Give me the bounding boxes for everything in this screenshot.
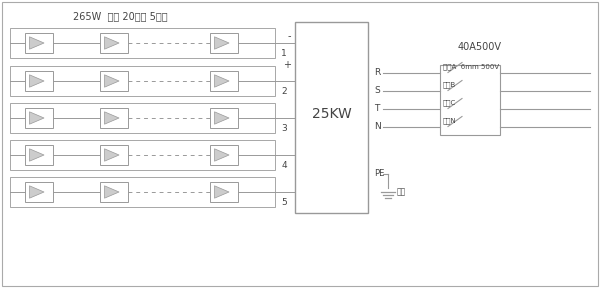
Polygon shape — [104, 112, 119, 124]
Text: 5: 5 — [281, 198, 287, 207]
Bar — [25, 145, 53, 165]
Text: PE: PE — [374, 170, 385, 179]
Text: 相线B: 相线B — [443, 82, 456, 88]
Bar — [25, 182, 53, 202]
Polygon shape — [104, 149, 119, 161]
Bar — [210, 71, 238, 91]
Polygon shape — [214, 37, 229, 49]
Text: N: N — [374, 122, 381, 131]
Text: 1: 1 — [281, 49, 287, 58]
Polygon shape — [29, 112, 44, 124]
Bar — [10, 140, 275, 170]
Polygon shape — [214, 149, 229, 161]
Polygon shape — [214, 112, 229, 124]
Bar — [210, 33, 238, 53]
Bar — [10, 66, 275, 96]
Text: 4: 4 — [281, 161, 287, 170]
Text: S: S — [374, 86, 380, 95]
Bar — [100, 33, 128, 53]
Text: 相线C: 相线C — [443, 100, 456, 107]
Bar — [210, 182, 238, 202]
Text: 零线N: 零线N — [443, 118, 457, 124]
Text: -: - — [287, 31, 291, 41]
Polygon shape — [29, 37, 44, 49]
Polygon shape — [104, 75, 119, 87]
Text: 3: 3 — [281, 124, 287, 133]
Bar — [100, 145, 128, 165]
Bar — [100, 71, 128, 91]
Polygon shape — [214, 186, 229, 198]
Bar — [10, 177, 275, 207]
Polygon shape — [104, 37, 119, 49]
Bar — [210, 145, 238, 165]
Polygon shape — [104, 186, 119, 198]
Text: 25KW: 25KW — [311, 107, 352, 120]
Bar — [295, 22, 368, 213]
Bar — [100, 182, 128, 202]
Polygon shape — [29, 75, 44, 87]
Bar — [25, 108, 53, 128]
Bar — [10, 103, 275, 133]
Bar — [440, 65, 500, 134]
Text: 接地: 接地 — [397, 187, 406, 196]
Bar — [210, 108, 238, 128]
Text: 40A500V: 40A500V — [458, 43, 502, 52]
Bar — [25, 71, 53, 91]
Text: T: T — [374, 104, 379, 113]
Polygon shape — [29, 149, 44, 161]
Bar — [100, 108, 128, 128]
Text: 2: 2 — [281, 87, 287, 96]
Text: 265W  组件 20串联 5并联: 265W 组件 20串联 5并联 — [73, 11, 167, 21]
Bar — [10, 28, 275, 58]
Bar — [25, 33, 53, 53]
Text: R: R — [374, 68, 380, 77]
Polygon shape — [29, 186, 44, 198]
Text: +: + — [283, 60, 291, 70]
Polygon shape — [214, 75, 229, 87]
Text: 相线A  6mm 500V: 相线A 6mm 500V — [443, 64, 499, 71]
